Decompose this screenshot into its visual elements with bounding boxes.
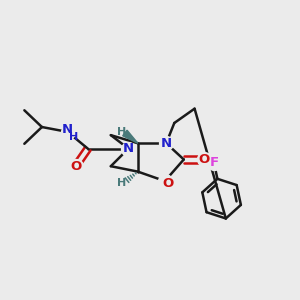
Text: N: N	[123, 142, 134, 155]
Text: H: H	[117, 127, 126, 136]
Text: O: O	[163, 177, 174, 190]
Text: H: H	[117, 178, 126, 188]
Text: H: H	[69, 132, 78, 142]
Text: F: F	[209, 157, 219, 169]
Text: O: O	[198, 153, 210, 166]
Text: O: O	[70, 160, 81, 173]
Polygon shape	[123, 130, 138, 143]
Text: N: N	[62, 123, 73, 136]
Text: N: N	[160, 137, 172, 150]
